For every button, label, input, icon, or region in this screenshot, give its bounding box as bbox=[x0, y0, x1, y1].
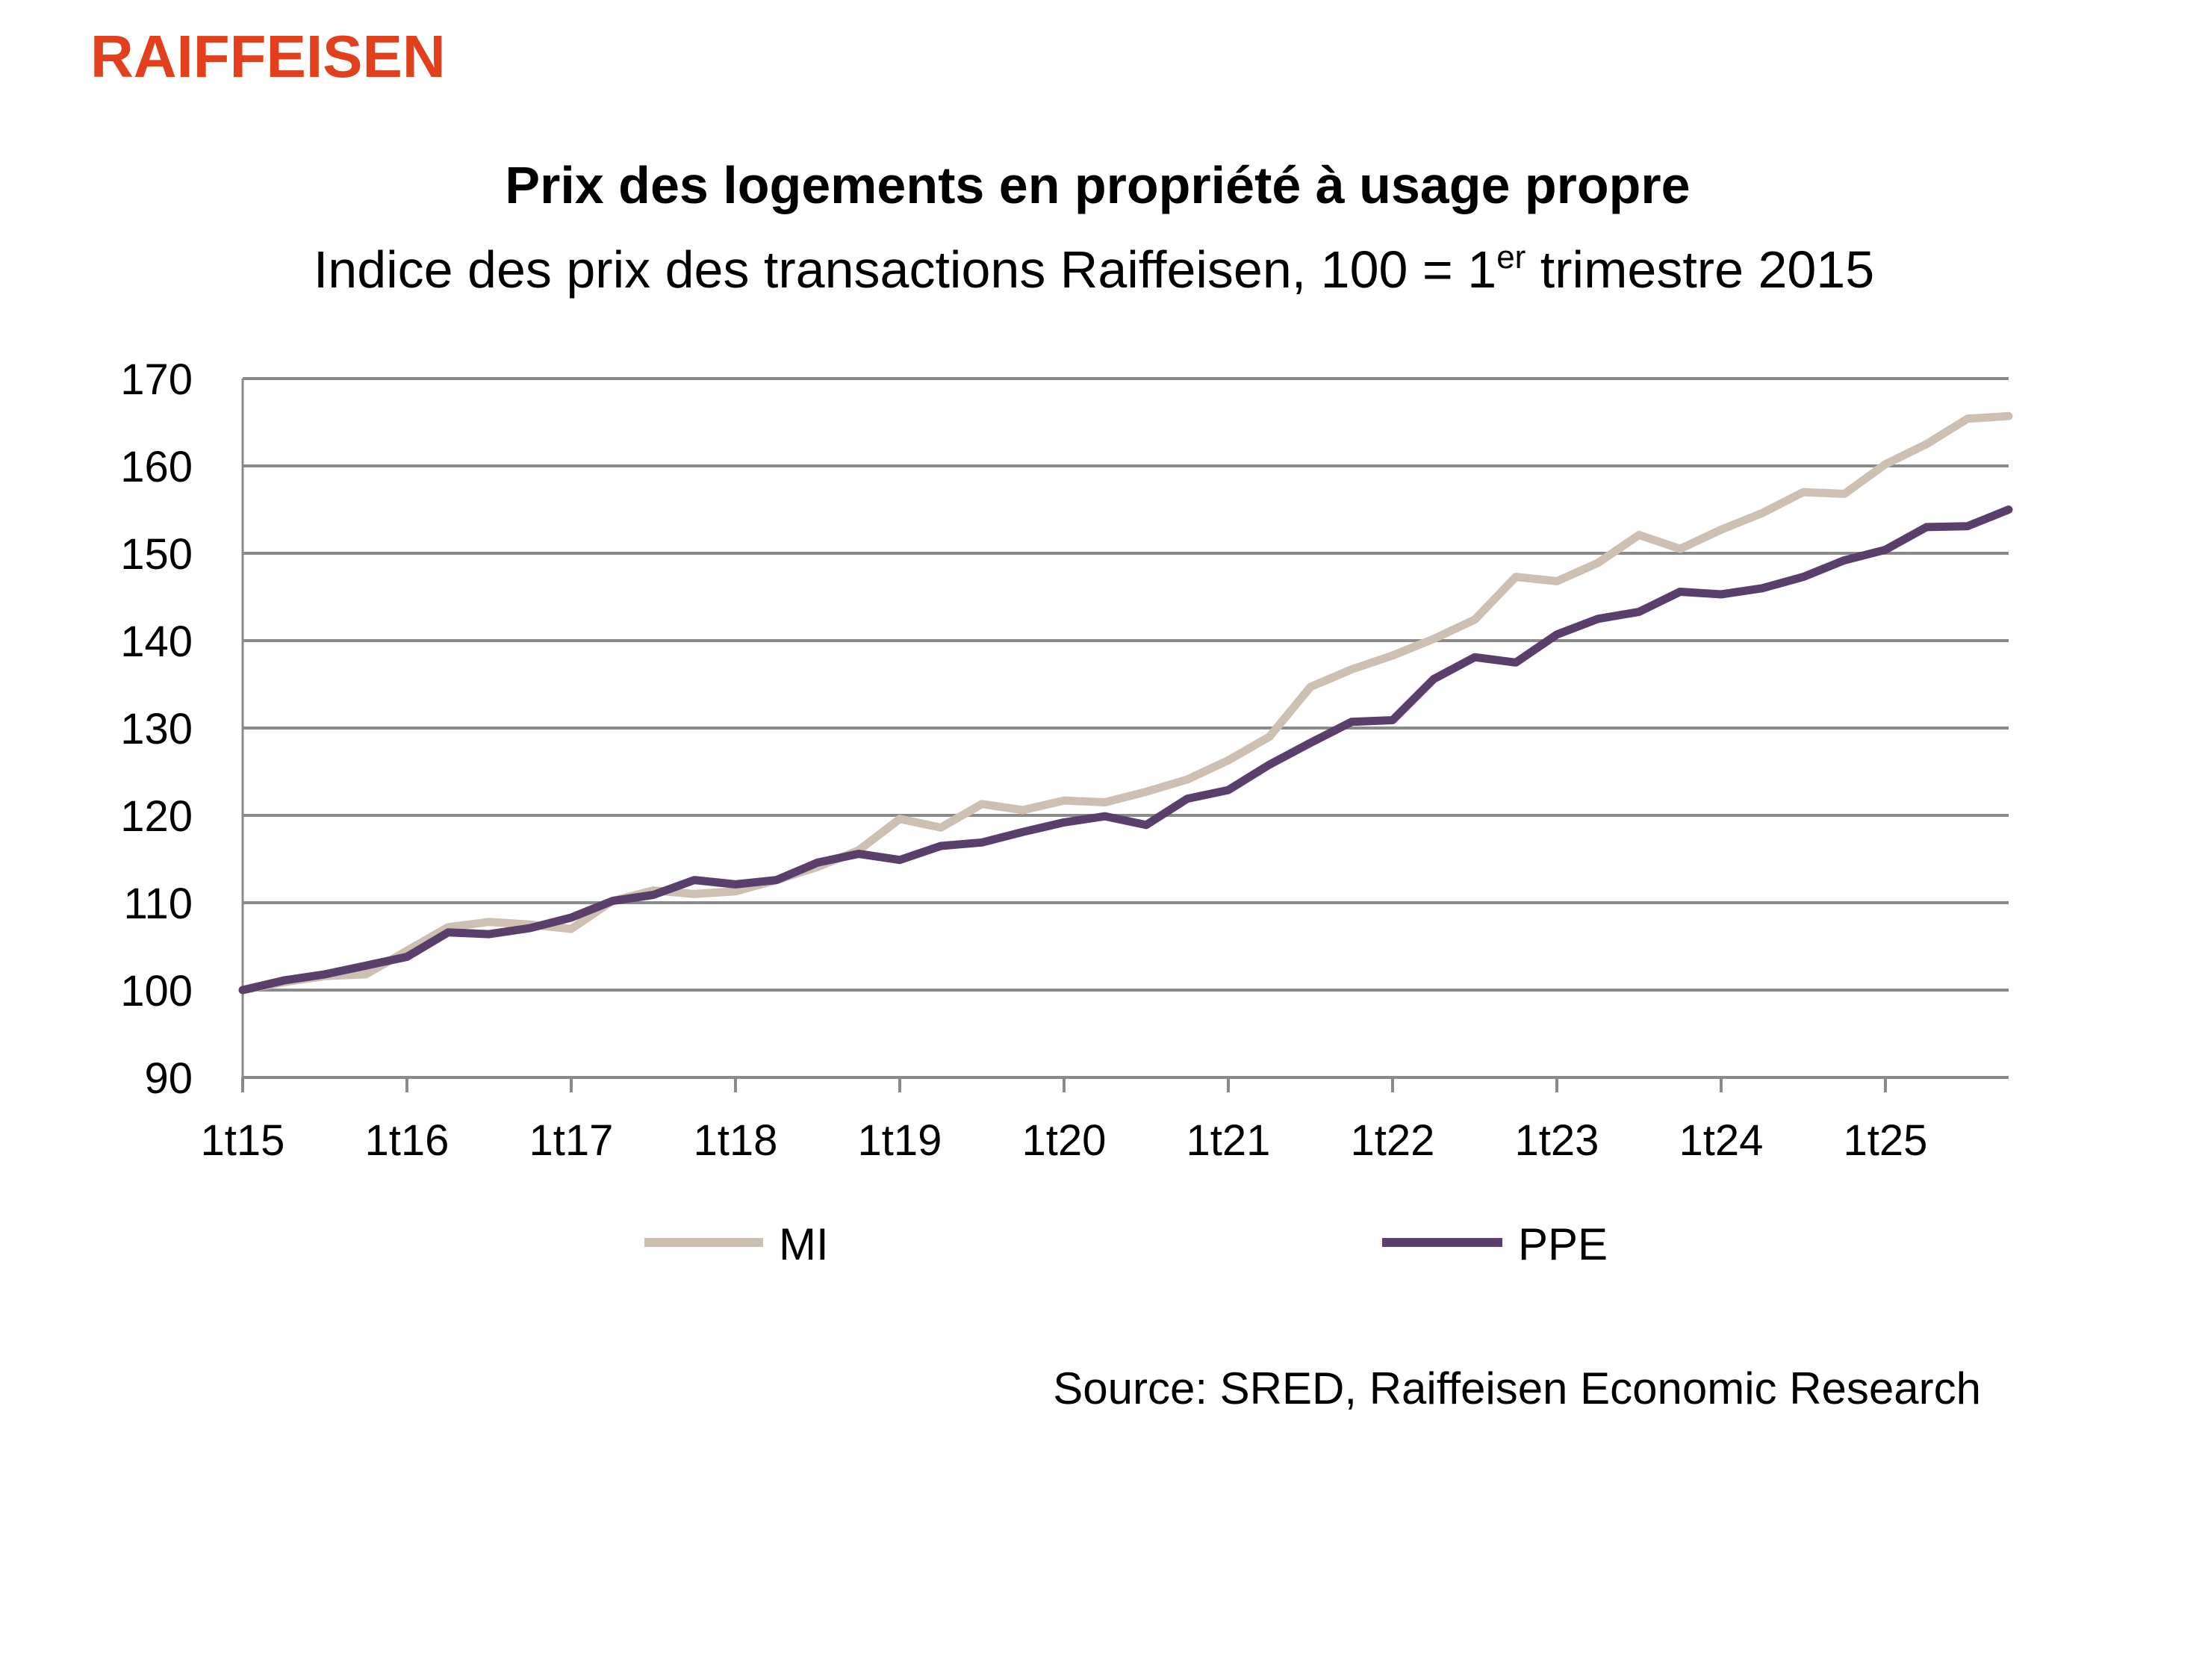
x-axis: 1t15 1t16 1t17 1t18 1t19 1t20 1t21 1t22 1t23 1t24… bbox=[201, 379, 2009, 1165]
chart-subtitle-main: Indice des prix des transactions Raiffei… bbox=[314, 240, 1496, 299]
chart-subtitle-superscript: er bbox=[1496, 239, 1526, 276]
y-tick-label: 120 bbox=[120, 792, 193, 841]
x-tick-label: 1t20 bbox=[1022, 1116, 1107, 1165]
y-tick-label: 140 bbox=[120, 617, 193, 666]
y-tick-label: 130 bbox=[120, 705, 193, 753]
y-axis-ticks: 90 100 110 120 130 140 150 160 170 bbox=[120, 355, 193, 1103]
legend-label-ppe: PPE bbox=[1518, 1219, 1608, 1269]
chart-subtitle: Indice des prix des transactions Raiffei… bbox=[314, 239, 1874, 299]
y-tick-label: 170 bbox=[120, 355, 193, 404]
y-tick-label: 110 bbox=[124, 880, 193, 928]
x-tick-label: 1t18 bbox=[694, 1116, 778, 1165]
y-tick-label: 150 bbox=[120, 530, 193, 579]
x-tick-label: 1t19 bbox=[858, 1116, 942, 1165]
series-line-ppe bbox=[238, 505, 2013, 995]
x-tick-label: 1t23 bbox=[1515, 1116, 1599, 1165]
legend: MI PPE bbox=[644, 1219, 1608, 1269]
x-tick-label: 1t16 bbox=[365, 1116, 450, 1165]
x-tick-label: 1t22 bbox=[1351, 1116, 1435, 1165]
series-lines bbox=[238, 411, 2013, 995]
source-note: Source: SRED, Raiffeisen Economic Resear… bbox=[1053, 1363, 1981, 1413]
brand-logo: RAIFFEISEN bbox=[90, 23, 446, 90]
x-tick-label: 1t15 bbox=[201, 1116, 285, 1165]
y-tick-label: 160 bbox=[120, 443, 193, 491]
legend-label-mi: MI bbox=[779, 1219, 829, 1269]
y-tick-label: 100 bbox=[120, 967, 193, 1015]
x-tick-label: 1t25 bbox=[1844, 1116, 1928, 1165]
x-tick-label: 1t21 bbox=[1187, 1116, 1271, 1165]
x-tick-label: 1t24 bbox=[1679, 1116, 1764, 1165]
chart-title: Prix des logements en propriété à usage … bbox=[505, 156, 1690, 214]
gridlines bbox=[243, 377, 2009, 992]
x-tick-label: 1t17 bbox=[529, 1116, 614, 1165]
chart-subtitle-end: trimestre 2015 bbox=[1526, 240, 1874, 299]
y-tick-label: 90 bbox=[144, 1054, 193, 1103]
